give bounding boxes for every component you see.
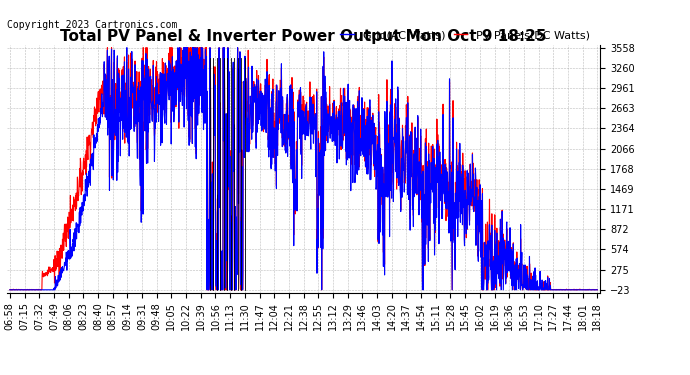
- Title: Total PV Panel & Inverter Power Output Mon Oct 9 18:25: Total PV Panel & Inverter Power Output M…: [60, 29, 547, 44]
- Text: Copyright 2023 Cartronics.com: Copyright 2023 Cartronics.com: [7, 20, 177, 30]
- Legend: Grid(AC Watts), PV Panels(DC Watts): Grid(AC Watts), PV Panels(DC Watts): [336, 26, 595, 45]
